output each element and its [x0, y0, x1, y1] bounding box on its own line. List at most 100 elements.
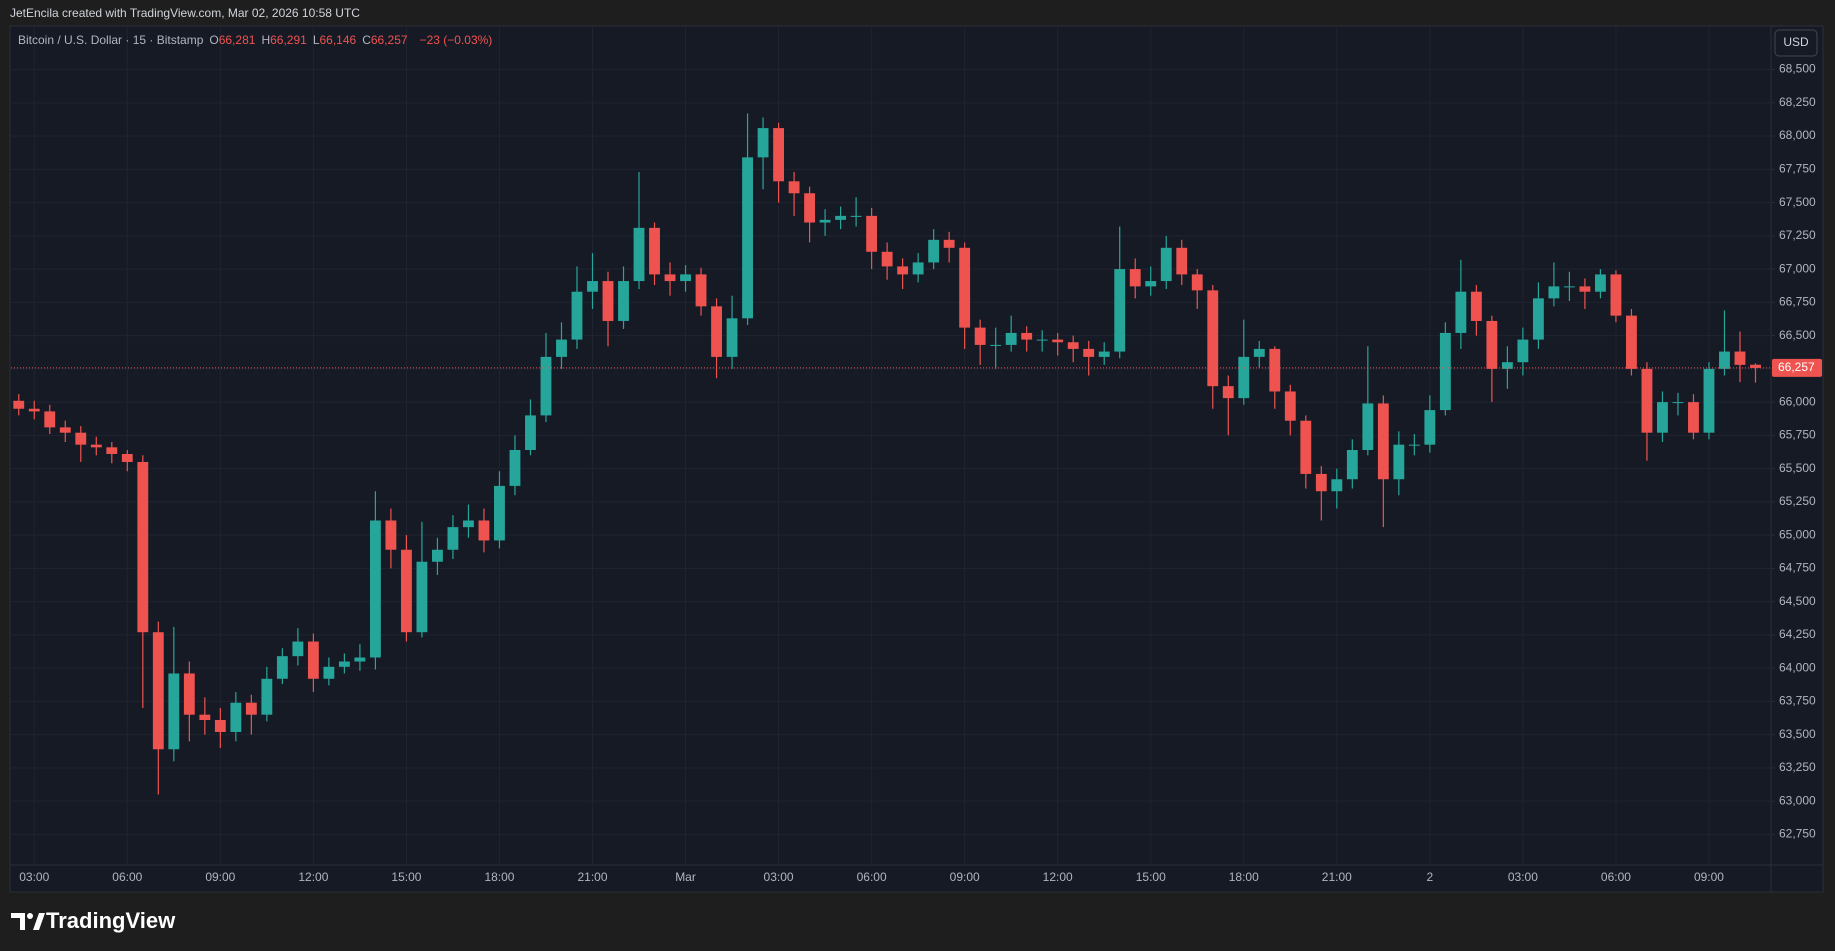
- candle-body: [1657, 402, 1668, 433]
- candle-body: [1672, 402, 1684, 404]
- y-tick-label: 64,250: [1779, 627, 1816, 641]
- candle-body: [28, 408, 40, 412]
- candle-body: [1688, 402, 1699, 433]
- candle-body: [1269, 348, 1281, 392]
- candle-body: [292, 641, 304, 657]
- candle-body: [338, 661, 350, 667]
- candle-body: [587, 281, 598, 292]
- logo-dot: [27, 913, 33, 919]
- candle-body: [1595, 274, 1606, 292]
- x-tick-label: 09:00: [1694, 870, 1724, 884]
- x-tick-label: 06:00: [112, 870, 142, 884]
- y-tick-label: 66,000: [1779, 394, 1816, 408]
- y-tick-label: 67,500: [1779, 195, 1816, 209]
- candle-body: [59, 427, 71, 433]
- candle-body: [276, 656, 288, 679]
- y-tick-label: 68,500: [1779, 62, 1816, 76]
- candle-body: [1517, 339, 1529, 363]
- x-tick-label: 18:00: [484, 870, 514, 884]
- candle-body: [540, 356, 552, 416]
- y-tick-label: 67,000: [1779, 261, 1816, 275]
- candle-body: [121, 453, 133, 462]
- candle-body: [245, 702, 257, 715]
- candle-body: [664, 274, 676, 282]
- candle-body: [400, 549, 412, 633]
- x-tick-label: 03:00: [764, 870, 794, 884]
- candle-body: [1626, 315, 1637, 369]
- y-tick-label: 65,250: [1779, 494, 1816, 508]
- candle-body: [1486, 320, 1498, 369]
- candle-body: [1284, 391, 1296, 421]
- logo-slash: [33, 913, 45, 930]
- watermark-header: JetEncila created with TradingView.com, …: [10, 6, 360, 20]
- candle-body: [1315, 473, 1327, 492]
- y-tick-label: 68,000: [1779, 128, 1816, 142]
- ohlc-value: 66,291: [270, 33, 307, 47]
- y-tick-label: 62,750: [1779, 827, 1816, 841]
- candle-body: [1300, 420, 1312, 474]
- candle-body: [478, 520, 490, 541]
- candle-body: [1719, 351, 1730, 369]
- y-tick-label: 65,750: [1779, 428, 1816, 442]
- candle-body: [509, 449, 521, 486]
- x-tick-label: 09:00: [950, 870, 980, 884]
- y-tick-label: 64,000: [1779, 660, 1816, 674]
- candle-body: [711, 306, 722, 357]
- candle-body: [1021, 332, 1033, 340]
- candle-body: [928, 239, 940, 263]
- candle-body: [1703, 368, 1715, 433]
- candle-body: [307, 641, 319, 679]
- candle-body: [494, 485, 505, 541]
- candle-body: [1734, 351, 1746, 365]
- currency-button[interactable]: [1774, 29, 1818, 57]
- candle-body: [1579, 286, 1591, 292]
- candle-body: [1439, 332, 1451, 411]
- candle-body: [571, 291, 583, 340]
- ohlc-values: O66,281 H66,291 L66,146 C66,257: [209, 33, 413, 47]
- y-tick-label: 63,500: [1779, 727, 1816, 741]
- candle-body: [183, 673, 195, 715]
- x-tick-label: 03:00: [19, 870, 49, 884]
- ohlc-value: 66,281: [218, 33, 256, 47]
- candle-body: [1455, 291, 1467, 333]
- candle-body: [1036, 339, 1048, 341]
- candle-body: [1145, 281, 1157, 287]
- candle-body: [44, 411, 56, 428]
- candle-body: [214, 720, 226, 732]
- y-tick-label: 68,250: [1779, 95, 1816, 109]
- x-tick-label: 15:00: [1136, 870, 1166, 884]
- candle-body: [1005, 332, 1017, 345]
- candle-body: [680, 274, 691, 282]
- candle-body: [1222, 386, 1234, 399]
- candle-body: [1563, 286, 1575, 288]
- y-tick-label: 65,000: [1779, 527, 1816, 541]
- ohlc-label: C: [362, 33, 371, 47]
- candle-body: [75, 432, 87, 445]
- y-tick-label: 64,750: [1779, 561, 1816, 575]
- x-tick-label: Mar: [675, 870, 696, 884]
- candle-body: [556, 339, 567, 357]
- candle-body: [881, 251, 893, 267]
- candle-body: [1114, 269, 1126, 352]
- ohlc-label: L: [312, 33, 320, 47]
- candle-body: [230, 702, 242, 732]
- ohlc-label: H: [261, 33, 271, 47]
- candle-body: [804, 193, 816, 223]
- candle-body: [1532, 298, 1544, 340]
- candle-body: [1470, 291, 1482, 321]
- candle-body: [1393, 444, 1405, 480]
- ohlc-value: 66,257: [370, 33, 408, 47]
- candle-body: [432, 549, 443, 562]
- candle-body: [1238, 356, 1250, 399]
- candle-body: [354, 657, 366, 662]
- y-tick-label: 63,250: [1779, 760, 1816, 774]
- x-tick-label: 21:00: [1322, 870, 1352, 884]
- candle-body: [990, 344, 1002, 346]
- candle-body: [742, 157, 753, 319]
- candle-body: [1641, 368, 1653, 433]
- x-tick-label: 06:00: [857, 870, 887, 884]
- candle-body: [1408, 444, 1420, 446]
- x-tick-label: 21:00: [577, 870, 607, 884]
- y-tick-label: 66,750: [1779, 295, 1816, 309]
- candle-body: [1067, 342, 1079, 349]
